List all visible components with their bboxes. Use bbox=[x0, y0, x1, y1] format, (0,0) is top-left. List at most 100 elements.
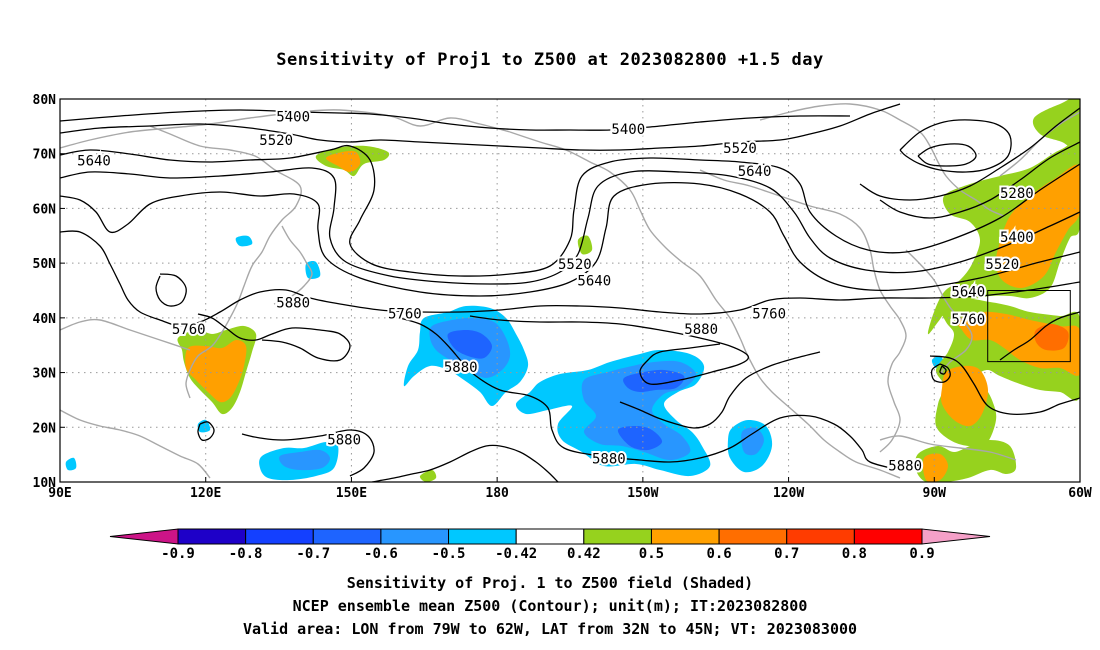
contour-label: 5640 bbox=[738, 164, 772, 180]
z500-contour bbox=[60, 103, 901, 151]
contour-label: 5760 bbox=[951, 312, 985, 328]
caption-line-1: Sensitivity of Proj. 1 to Z500 field (Sh… bbox=[346, 574, 754, 592]
map-title: Sensitivity of Proj1 to Z500 at 20230828… bbox=[276, 50, 824, 70]
sensitivity-patch bbox=[577, 235, 593, 255]
contour-label: 5400 bbox=[611, 122, 645, 138]
contour-label: 5640 bbox=[951, 285, 985, 301]
coastline-segment bbox=[273, 225, 313, 305]
z500-contour bbox=[929, 355, 1080, 415]
lon-label: 150W bbox=[627, 486, 658, 501]
lat-label: 10N bbox=[33, 476, 57, 491]
contour-label: 5400 bbox=[276, 110, 310, 126]
z500-contour bbox=[197, 313, 351, 362]
lat-label: 30N bbox=[33, 367, 57, 382]
coastline-segment bbox=[149, 125, 302, 399]
lat-label: 50N bbox=[33, 257, 57, 272]
z500-contour bbox=[999, 311, 1080, 361]
coastline-segment bbox=[759, 103, 1005, 217]
lat-label: 60N bbox=[33, 202, 57, 217]
colorbar-label: 0.7 bbox=[774, 546, 799, 562]
z500-contours bbox=[60, 103, 1080, 482]
coastline-segment bbox=[879, 435, 1017, 461]
sensitivity-shading bbox=[65, 99, 1080, 482]
sensitivity-patch bbox=[617, 426, 663, 451]
coastlines bbox=[60, 103, 1080, 479]
lon-label: 90W bbox=[923, 486, 947, 501]
contour-label: 5760 bbox=[388, 306, 422, 322]
colorbar-box bbox=[650, 528, 720, 545]
colorbar-label: 0.42 bbox=[567, 546, 601, 562]
lon-label: 120W bbox=[773, 486, 804, 501]
colorbar-label: -0.9 bbox=[161, 546, 195, 562]
caption-line-3: Valid area: LON from 79W to 62W, LAT fro… bbox=[242, 620, 858, 638]
sensitivity-patch bbox=[995, 164, 1080, 289]
coastline-segment bbox=[60, 318, 191, 351]
z500-contour bbox=[939, 365, 947, 375]
z500-contour bbox=[917, 143, 977, 167]
lon-label: 180 bbox=[485, 486, 509, 501]
z500-contour bbox=[241, 429, 375, 477]
sensitivity-patch bbox=[197, 419, 211, 433]
z500-contour bbox=[155, 273, 187, 307]
contour-label: 5640 bbox=[577, 274, 611, 290]
sensitivity-patch bbox=[741, 427, 764, 456]
contour-label: 5640 bbox=[77, 153, 111, 169]
z500-contour bbox=[60, 167, 1080, 285]
colorbar-box bbox=[853, 528, 923, 545]
lon-label: 60W bbox=[1068, 486, 1092, 501]
lon-label: 90E bbox=[48, 486, 71, 501]
sensitivity-patch bbox=[623, 369, 685, 393]
contour-label: 5880 bbox=[684, 322, 718, 338]
z500-contour bbox=[60, 109, 851, 131]
sensitivity-patch bbox=[940, 365, 989, 427]
contour-label: 5760 bbox=[752, 306, 786, 322]
z500-contour bbox=[859, 107, 1080, 201]
colorbar-label: -0.5 bbox=[432, 546, 466, 562]
sensitivity-patch bbox=[325, 150, 361, 173]
coastline-segment bbox=[60, 409, 211, 479]
colorbar-label: 0.5 bbox=[639, 546, 664, 562]
contour-label: 5520 bbox=[558, 257, 592, 273]
caption-line-2: NCEP ensemble mean Z500 (Contour); unit(… bbox=[292, 597, 808, 615]
colorbar-box bbox=[312, 528, 382, 545]
contour-label: 5400 bbox=[1000, 230, 1034, 246]
colorbar: -0.9 -0.8 -0.7 -0.6 -0.5 -0.42 0.42 0.5 0.6 0.7 0.… bbox=[109, 528, 991, 562]
z500-contour bbox=[399, 317, 901, 471]
colorbar-box bbox=[718, 528, 788, 545]
sensitivity-patch bbox=[419, 469, 437, 482]
z500-contour bbox=[899, 119, 1012, 173]
contour-label: 5880 bbox=[888, 459, 922, 475]
lat-label: 70N bbox=[33, 148, 57, 163]
z500-contour bbox=[60, 144, 1080, 277]
contour-label: 5880 bbox=[444, 360, 478, 376]
colorbar-arrow-left bbox=[109, 528, 179, 545]
lat-label: 80N bbox=[33, 93, 57, 108]
sensitivity-patch bbox=[279, 449, 331, 471]
colorbar-box bbox=[380, 528, 450, 545]
z500-contour bbox=[197, 421, 215, 441]
z500-contour bbox=[60, 181, 1080, 297]
sensitivity-patch bbox=[447, 330, 493, 359]
contour-label: 5520 bbox=[723, 141, 757, 157]
z500-contour bbox=[469, 315, 750, 385]
z500-contour bbox=[619, 351, 821, 429]
coastline-segment bbox=[509, 131, 901, 479]
z500-contour bbox=[60, 230, 1080, 327]
contour-label: 5760 bbox=[172, 322, 206, 338]
colorbar-label: -0.6 bbox=[364, 546, 398, 562]
sensitivity-patch bbox=[235, 235, 253, 247]
lon-label: 150E bbox=[336, 486, 367, 501]
coastline-segment bbox=[905, 249, 973, 375]
colorbar-label: -0.8 bbox=[229, 546, 263, 562]
colorbar-label: -0.7 bbox=[296, 546, 330, 562]
colorbar-label: 0.6 bbox=[706, 546, 731, 562]
z500-contour bbox=[371, 444, 559, 482]
z500-contour bbox=[879, 141, 1080, 219]
colorbar-label: -0.42 bbox=[495, 546, 537, 562]
contour-label: 5880 bbox=[276, 296, 310, 312]
sensitivity-patch bbox=[185, 339, 247, 403]
map-frame bbox=[59, 98, 1081, 483]
sensitivity-patch bbox=[305, 261, 321, 279]
